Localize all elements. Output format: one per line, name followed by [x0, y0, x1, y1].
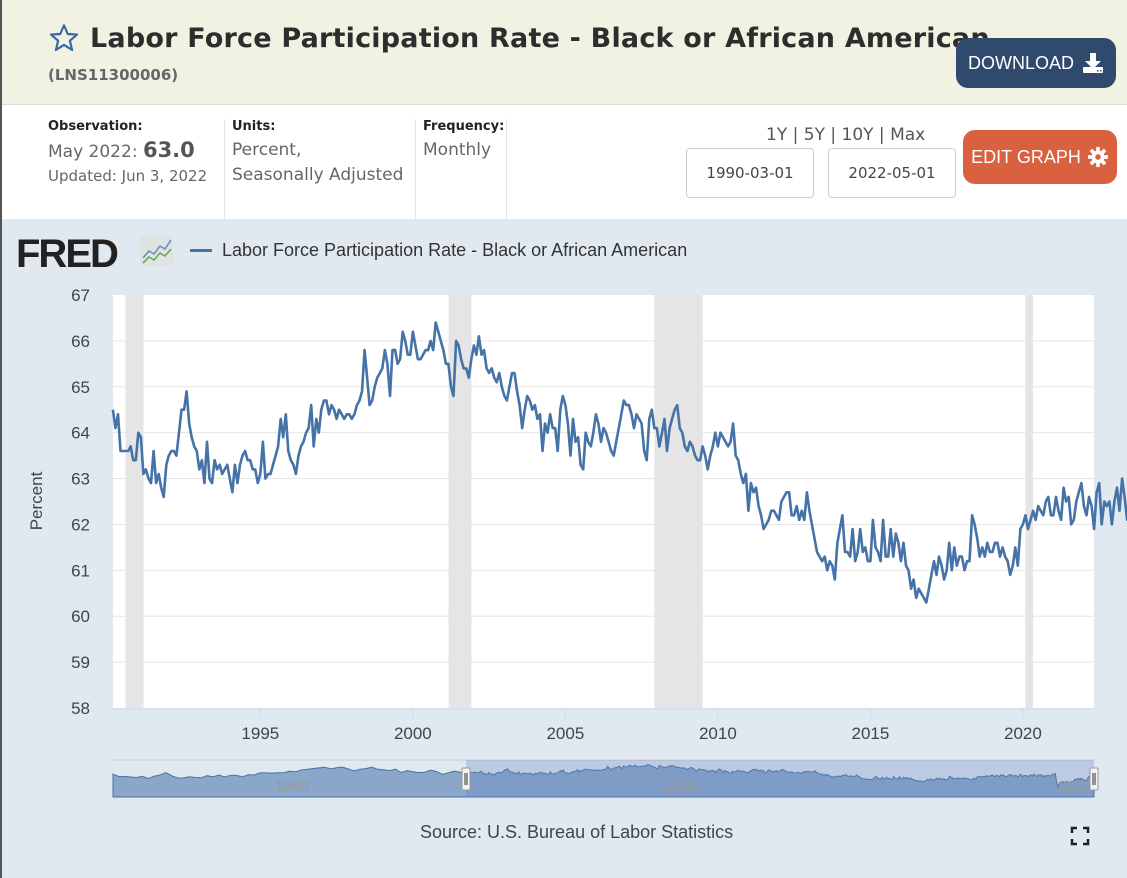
updated-date: Updated: Jun 3, 2022 [48, 167, 208, 185]
x-axis-ticks: 1995 2000 2005 2010 2015 2020 [241, 709, 1042, 743]
y-tick-label: 61 [71, 561, 90, 580]
plot-area [113, 295, 1094, 708]
series-header: Labor Force Participation Rate - Black o… [2, 0, 1127, 105]
x-tick-label: 2010 [699, 724, 737, 743]
frequency-label: Frequency: [423, 119, 505, 134]
frequency-value: Monthly [423, 140, 492, 160]
range-10y[interactable]: 10Y [841, 125, 874, 145]
navigator-label: 1980 [275, 778, 308, 795]
divider [415, 119, 416, 219]
x-tick-label: 2005 [546, 724, 584, 743]
navigator-handle[interactable] [461, 767, 471, 791]
legend-swatch [190, 249, 212, 252]
observation-value: 63.0 [142, 138, 195, 162]
navigator-series-area [112, 763, 1095, 798]
legend-label: Labor Force Participation Rate - Black o… [222, 240, 688, 260]
source-note: Source: U.S. Bureau of Labor Statistics [420, 822, 734, 842]
download-icon [1083, 53, 1103, 73]
y-tick-label: 64 [71, 424, 90, 443]
y-tick-label: 66 [71, 332, 90, 351]
units-label: Units: [232, 119, 276, 134]
y-tick-label: 63 [71, 470, 90, 489]
range-5y[interactable]: 5Y [803, 125, 825, 145]
range-1y[interactable]: 1Y [766, 125, 788, 145]
recession-bands [125, 295, 1033, 708]
observation-value-line: May 2022: 63.0 [48, 138, 207, 165]
units-line-1: Percent, [232, 140, 302, 160]
page-title: Labor Force Participation Rate - Black o… [90, 22, 990, 54]
divider [224, 119, 225, 219]
chart-legend[interactable]: Labor Force Participation Rate - Black o… [190, 240, 687, 261]
y-axis-label: Percent [27, 471, 46, 530]
y-tick-label: 59 [71, 653, 90, 672]
divider [506, 119, 507, 219]
observation-label: Observation: [48, 119, 143, 134]
y-tick-label: 67 [71, 286, 90, 305]
gear-icon [1087, 146, 1108, 168]
navigator-selection [466, 760, 1094, 797]
observation-period: May 2022: [48, 142, 138, 162]
recession-band [125, 295, 144, 708]
y-tick-label: 62 [71, 515, 90, 534]
star-icon[interactable] [48, 22, 80, 54]
start-date-input[interactable]: 1990-03-01 [686, 148, 814, 198]
y-tick-label: 60 [71, 607, 90, 626]
x-tick-label: 2020 [1004, 724, 1042, 743]
x-tick-label: 2015 [851, 724, 889, 743]
navigator-label: 2020 [1058, 778, 1091, 795]
recession-band [654, 295, 703, 708]
y-tick-label: 65 [71, 378, 90, 397]
series-id: (LNS11300006) [48, 66, 179, 84]
y-tick-label: 58 [71, 699, 90, 718]
download-button[interactable]: DOWNLOAD [956, 38, 1116, 88]
series-line[interactable] [111, 321, 1127, 686]
x-tick-label: 1995 [241, 724, 279, 743]
recession-band [448, 295, 472, 708]
fred-logo-graph-icon [140, 236, 173, 266]
x-tick-label: 2000 [394, 724, 432, 743]
range-max[interactable]: Max [890, 125, 926, 145]
range-links: 1Y | 5Y | 10Y | Max [766, 125, 926, 145]
title-row: Labor Force Participation Rate - Black o… [48, 22, 990, 54]
observation-block: Observation: May 2022: 63.0 Updated: Jun… [48, 119, 207, 185]
range-navigator: 1980 2000 2020 [112, 759, 1099, 798]
download-label: DOWNLOAD [967, 52, 1074, 73]
end-date-input[interactable]: 2022-05-01 [828, 148, 956, 198]
edit-graph-label: EDIT GRAPH [971, 146, 1081, 167]
recession-band [1025, 295, 1033, 708]
navigator-label: 2000 [665, 778, 698, 795]
fred-logo: FRED [16, 232, 119, 276]
units-block: Units: Percent, Seasonally Adjusted [232, 119, 403, 188]
units-line-2: Seasonally Adjusted [232, 165, 404, 185]
frequency-block: Frequency: Monthly [423, 119, 504, 163]
edit-graph-button[interactable]: EDIT GRAPH [963, 130, 1117, 184]
fullscreen-icon[interactable] [1070, 826, 1090, 846]
y-axis-ticks: 58 59 60 61 62 63 64 65 66 67 [71, 286, 90, 718]
navigator-handle[interactable] [1089, 767, 1099, 791]
